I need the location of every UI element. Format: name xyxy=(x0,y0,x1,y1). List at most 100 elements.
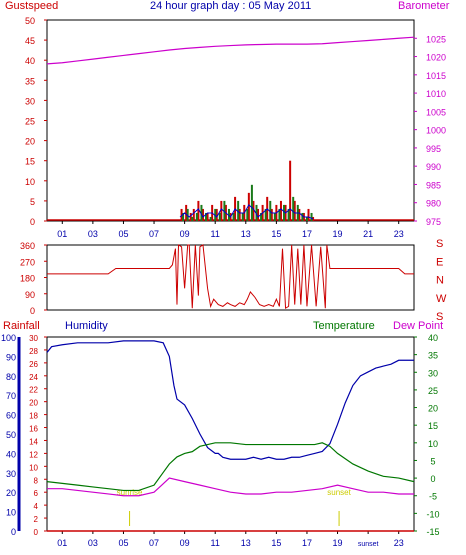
baro-tick-label: 990 xyxy=(426,162,441,172)
humidity-tick-label: 50 xyxy=(6,430,16,440)
sunset-label: sunset xyxy=(327,488,351,497)
x-tick-label: 17 xyxy=(302,538,312,548)
temp-tick-label: 35 xyxy=(428,351,438,361)
compass-letter: S xyxy=(436,311,443,323)
panel1-frame xyxy=(46,19,415,222)
humidity-tick-label: 80 xyxy=(6,372,16,382)
x-tick-label: 03 xyxy=(88,538,98,548)
x-tick-label: 03 xyxy=(88,229,98,239)
x-tick-label: 21 xyxy=(363,229,373,239)
baro-tick-label: 1000 xyxy=(426,126,446,136)
gust-tick-label: 25 xyxy=(25,117,35,127)
rain-tick-label: 24 xyxy=(29,373,38,382)
sunrise-label: sunrise xyxy=(117,488,143,497)
gustspeed-title: Gustspeed xyxy=(5,0,59,12)
x-tick-label: 07 xyxy=(149,538,159,548)
baro-tick-label: 980 xyxy=(426,199,441,209)
gust-tick-label: 15 xyxy=(25,157,35,167)
humidity-tick-label: 10 xyxy=(6,508,16,518)
humidity-tick-label: 70 xyxy=(6,391,16,401)
temp-tick-label: 20 xyxy=(428,404,438,414)
temp-tick-label: 25 xyxy=(428,386,438,396)
x-tick-label: 13 xyxy=(241,538,251,548)
gust-tick-label: 10 xyxy=(25,177,35,187)
x-tick-label: 15 xyxy=(271,229,281,239)
rain-tick-label: 26 xyxy=(29,360,38,369)
barometer-line xyxy=(46,36,415,65)
gust-tick-label: 40 xyxy=(25,56,35,66)
temp-tick-label: -5 xyxy=(429,492,437,502)
x-tick-label: 01 xyxy=(57,538,67,548)
baro-tick-label: 1005 xyxy=(426,107,446,117)
x-tick-label: 13 xyxy=(241,229,251,239)
rain-tick-label: 28 xyxy=(29,347,38,356)
gust-tick-label: 45 xyxy=(25,36,35,46)
x-tick-label: 11 xyxy=(211,538,220,548)
rain-tick-label: 30 xyxy=(29,334,38,343)
humidity-line xyxy=(46,340,414,460)
temp-tick-label: 15 xyxy=(428,421,438,431)
temperature-title: Temperature xyxy=(313,320,375,332)
gust-tick-label: 20 xyxy=(25,137,35,147)
direction-tick-label: 90 xyxy=(25,290,35,300)
x-tick-label: 05 xyxy=(118,229,128,239)
x-tick-label: 23 xyxy=(394,229,404,239)
temp-tick-label: 0 xyxy=(430,474,435,484)
x-tick-label: 09 xyxy=(180,229,190,239)
rain-tick-label: 22 xyxy=(29,386,38,395)
gust-tick-label: 0 xyxy=(30,217,35,227)
humidity-title: Humidity xyxy=(65,320,108,332)
humidity-tick-label: 90 xyxy=(6,352,16,362)
x-tick-label: 15 xyxy=(271,538,281,548)
baro-tick-label: 995 xyxy=(426,144,441,154)
rain-tick-label: 18 xyxy=(29,412,38,421)
panel3-frame xyxy=(46,336,415,532)
rain-tick-label: 8 xyxy=(34,476,39,485)
baro-tick-label: 1015 xyxy=(426,71,446,81)
humidity-tick-label: 60 xyxy=(6,411,16,421)
x-tick-label: 07 xyxy=(149,229,159,239)
rain-tick-label: 14 xyxy=(29,437,38,446)
temp-tick-label: 10 xyxy=(428,439,438,449)
temp-tick-label: -15 xyxy=(426,527,439,537)
x-tick-label: 19 xyxy=(333,538,343,548)
compass-letter: E xyxy=(436,256,443,268)
humidity-tick-label: 20 xyxy=(6,488,16,498)
humidity-tick-label: 100 xyxy=(1,333,16,343)
dewpoint-title: Dew Point xyxy=(393,320,444,332)
temp-tick-label: 30 xyxy=(428,368,438,378)
x-tick-label: 05 xyxy=(118,538,128,548)
direction-tick-label: 360 xyxy=(20,241,35,251)
x-tick-label: 11 xyxy=(211,229,220,239)
gust-tick-label: 5 xyxy=(30,197,35,207)
header-title: 24 hour graph day : 05 May 2011 xyxy=(150,0,312,12)
x-tick-label: 23 xyxy=(394,538,404,548)
baro-tick-label: 975 xyxy=(426,217,441,227)
humidity-tick-label: 40 xyxy=(6,449,16,459)
rain-tick-label: 0 xyxy=(34,528,39,537)
compass-letter: S xyxy=(436,238,443,250)
baro-tick-label: 1020 xyxy=(426,53,446,63)
humidity-tick-label: 0 xyxy=(11,527,16,537)
x-tick-label: 17 xyxy=(302,229,312,239)
x-tick-label: sunset xyxy=(358,541,379,548)
gust-tick-label: 35 xyxy=(25,76,35,86)
temp-tick-label: -10 xyxy=(426,509,439,519)
x-tick-label: 01 xyxy=(57,229,67,239)
rainfall-title: Rainfall xyxy=(3,320,40,332)
rain-tick-label: 4 xyxy=(34,502,39,511)
compass-letter: W xyxy=(436,293,447,305)
x-tick-label: 19 xyxy=(333,229,343,239)
rain-tick-label: 20 xyxy=(29,399,38,408)
rain-tick-label: 6 xyxy=(34,489,39,498)
barometer-title: Barometer xyxy=(398,0,450,12)
direction-tick-label: 180 xyxy=(20,274,35,284)
baro-tick-label: 1010 xyxy=(426,89,446,99)
gust-tick-label: 50 xyxy=(25,16,35,26)
wind-mean-line xyxy=(179,204,314,220)
rain-tick-label: 16 xyxy=(29,425,38,434)
x-tick-label: 09 xyxy=(180,538,190,548)
baro-tick-label: 985 xyxy=(426,180,441,190)
